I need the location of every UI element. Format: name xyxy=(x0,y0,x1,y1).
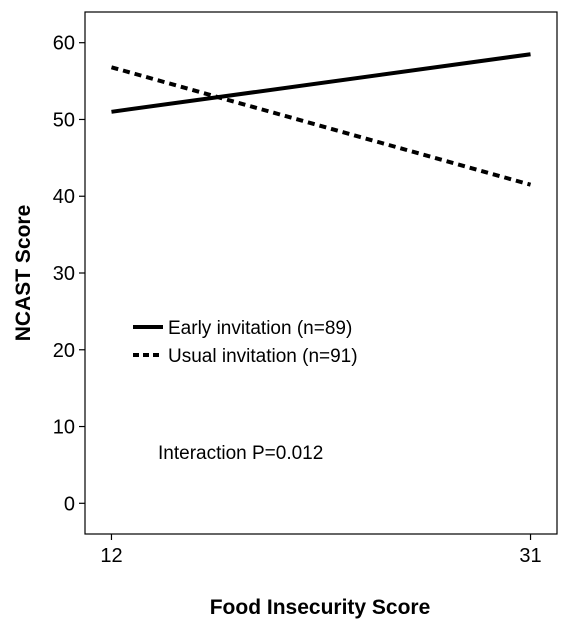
series-lines xyxy=(110,52,532,187)
x-tick-label: 12 xyxy=(100,545,122,567)
series-line-usual-invitation xyxy=(110,65,532,187)
y-tick-label: 20 xyxy=(53,340,75,362)
y-tick-label: 30 xyxy=(53,263,75,285)
plot-area xyxy=(84,11,558,535)
legend-label-early: Early invitation (n=89) xyxy=(168,318,352,339)
x-tick-label: 31 xyxy=(519,545,541,567)
y-tick-label: 0 xyxy=(64,493,75,515)
x-axis-title: Food Insecurity Score xyxy=(210,596,431,619)
y-tick-label: 40 xyxy=(53,186,75,208)
y-axis-title: NCAST Score xyxy=(12,205,35,342)
y-tick-label: 50 xyxy=(53,109,75,131)
y-tick-label: 60 xyxy=(53,33,75,55)
legend: Early invitation (n=89) Usual invitation… xyxy=(133,318,358,367)
axis-ticks: 0 10 20 30 40 50 60 12 31 xyxy=(53,33,542,567)
y-tick-label: 10 xyxy=(53,417,75,439)
legend-label-usual: Usual invitation (n=91) xyxy=(168,346,358,367)
series-line-early-invitation xyxy=(111,52,531,114)
interaction-annotation: Interaction P=0.012 xyxy=(158,443,323,464)
